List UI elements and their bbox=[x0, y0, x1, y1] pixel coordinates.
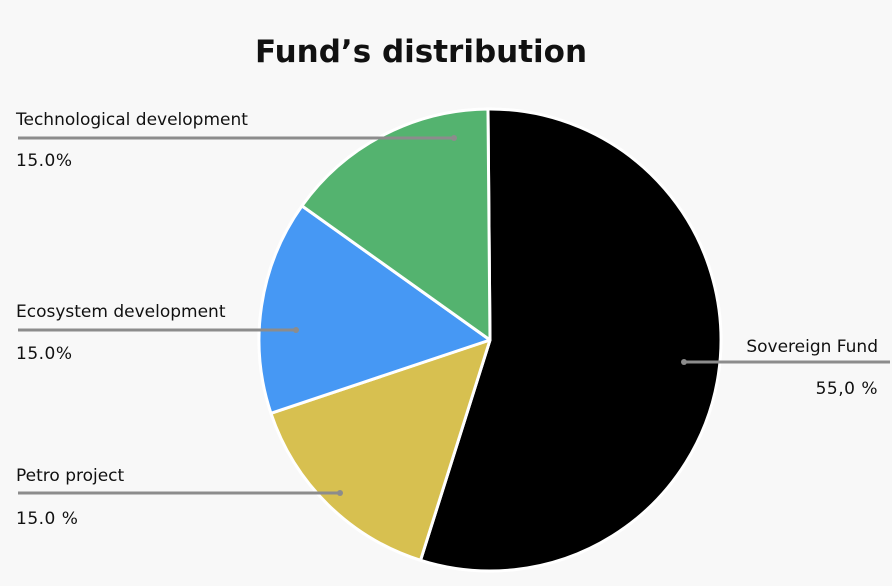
pie-slice-technological-development bbox=[300, 107, 492, 342]
pie-slice-ecosystem-development bbox=[257, 204, 492, 415]
slice-label-sovereign-fund: Sovereign Fund bbox=[746, 337, 878, 357]
pie-slice-sovereign-fund bbox=[419, 107, 723, 573]
leader-dot-technological-development bbox=[451, 135, 457, 141]
slice-label-technological-development: Technological development bbox=[15, 110, 248, 130]
slice-label-ecosystem-development: Ecosystem development bbox=[16, 302, 226, 322]
leader-dot-sovereign-fund bbox=[681, 359, 687, 365]
pie-slices bbox=[257, 107, 723, 573]
slice-percent-ecosystem-development: 15.0% bbox=[16, 344, 73, 364]
leader-dot-ecosystem-development bbox=[293, 327, 299, 333]
slice-percent-technological-development: 15.0% bbox=[16, 151, 73, 171]
slice-label-petro-project: Petro project bbox=[16, 466, 125, 486]
slice-percent-petro-project: 15.0 % bbox=[16, 509, 78, 529]
slice-labels: Sovereign Fund 55,0 % Petro project 15.0 % E… bbox=[15, 110, 890, 529]
leader-dot-petro-project bbox=[337, 490, 343, 496]
slice-percent-sovereign-fund: 55,0 % bbox=[816, 379, 878, 399]
chart-title: Fund’s distribution bbox=[255, 34, 587, 70]
